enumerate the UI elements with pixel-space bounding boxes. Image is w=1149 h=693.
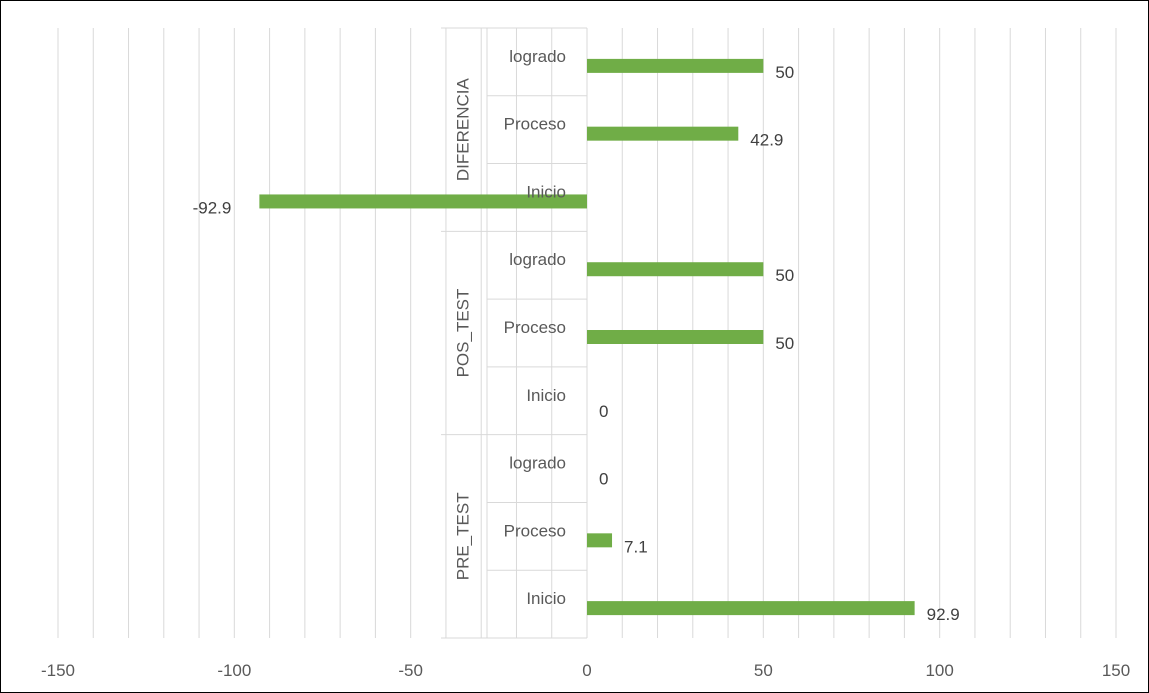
data-label: 92.9 [927, 605, 960, 624]
category-label: Proceso [504, 318, 566, 337]
data-label: 0 [599, 470, 608, 489]
data-label: 50 [775, 63, 794, 82]
data-label: 0 [599, 402, 608, 421]
data-label: 50 [775, 266, 794, 285]
labels: -150 -100 -50 0 50 100 150 Inicio 92.9 Proceso 7.1… [41, 47, 1130, 680]
category-label: Inicio [526, 182, 566, 201]
x-tick-label: -100 [217, 661, 251, 680]
x-tick-label: 100 [925, 661, 953, 680]
group-label: POS_TEST [453, 289, 472, 378]
x-tick-label: 150 [1102, 661, 1130, 680]
group-label: PRE_TEST [453, 492, 472, 580]
x-tick-label: 0 [582, 661, 591, 680]
category-label: Inicio [526, 386, 566, 405]
bar [587, 58, 764, 73]
category-label: Proceso [504, 115, 566, 134]
category-label: logrado [509, 250, 566, 269]
bars [259, 58, 915, 616]
bar [587, 533, 613, 548]
data-label: 42.9 [750, 131, 783, 150]
category-label: Inicio [526, 589, 566, 608]
bar [259, 194, 587, 209]
category-label: logrado [509, 47, 566, 66]
group-label: DIFERENCIA [453, 78, 472, 182]
data-label: 50 [775, 334, 794, 353]
x-tick-label: -150 [41, 661, 75, 680]
data-label: -92.9 [193, 198, 232, 217]
bar [587, 262, 764, 277]
x-tick-label: 50 [754, 661, 773, 680]
category-label: Proceso [504, 521, 566, 540]
category-label: logrado [509, 454, 566, 473]
bar [587, 601, 915, 616]
data-label: 7.1 [624, 537, 648, 556]
bar [587, 126, 739, 141]
bar [587, 330, 764, 344]
x-tick-label: -50 [398, 661, 423, 680]
